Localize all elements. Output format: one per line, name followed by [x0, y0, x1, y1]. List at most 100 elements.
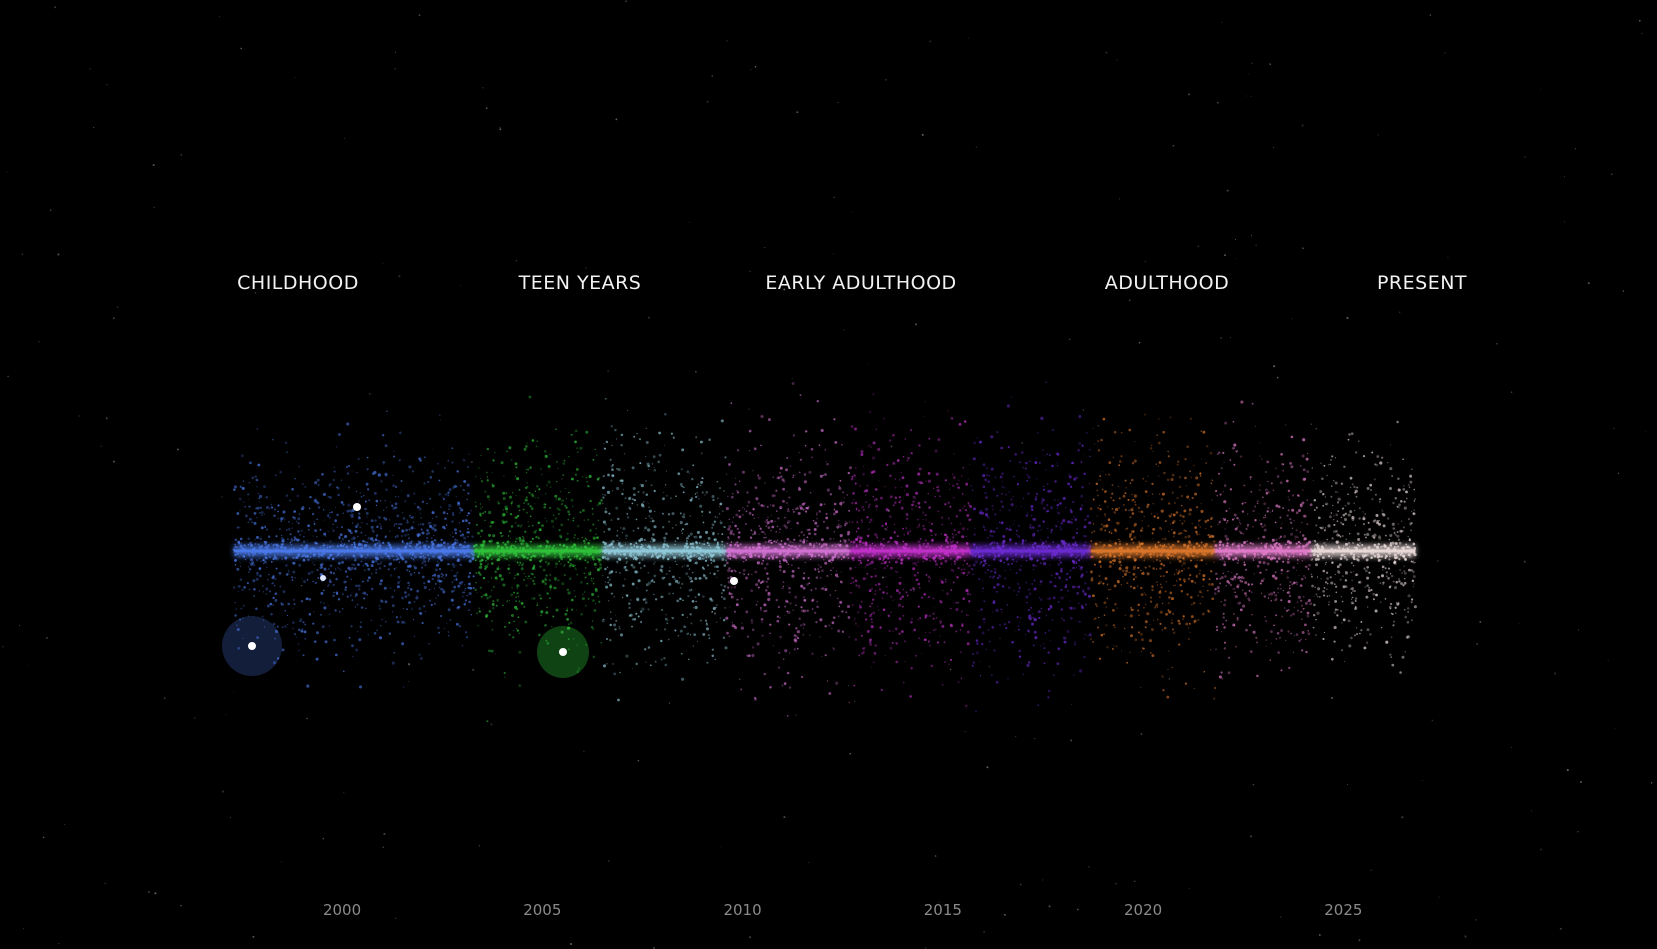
particle [1074, 518, 1078, 521]
particle [906, 594, 909, 597]
particle [875, 498, 878, 501]
particle [719, 502, 723, 506]
particle [1032, 644, 1035, 647]
particle [234, 563, 237, 566]
particle [476, 591, 478, 594]
particle [569, 563, 573, 566]
particle [993, 649, 996, 652]
particle [517, 595, 520, 598]
particle [1060, 596, 1064, 600]
particle [527, 577, 529, 579]
particle [482, 594, 485, 597]
particle [584, 537, 587, 540]
particle [590, 626, 594, 629]
particle [681, 583, 683, 585]
particle [566, 626, 571, 630]
particle [403, 542, 406, 545]
particle [1059, 561, 1062, 564]
particle [982, 525, 985, 529]
particle [267, 535, 271, 538]
particle [472, 575, 475, 578]
particle [458, 625, 462, 628]
particle [511, 491, 514, 494]
particle [1068, 576, 1072, 579]
particle [1040, 502, 1043, 505]
particle [1027, 616, 1030, 619]
star [1128, 509, 1130, 512]
particle [594, 588, 598, 591]
star [833, 196, 835, 198]
particle [236, 526, 240, 529]
particle [994, 513, 997, 516]
particle [625, 557, 628, 560]
particle [981, 642, 984, 646]
particle [925, 557, 928, 561]
particle [759, 527, 762, 530]
particle [370, 564, 374, 568]
particle [461, 644, 464, 647]
particle [549, 585, 553, 589]
particle [439, 414, 441, 416]
particle [707, 537, 711, 540]
star [750, 68, 752, 71]
particle [821, 569, 824, 573]
particle [409, 588, 412, 590]
particle [940, 562, 943, 565]
particle [929, 632, 931, 634]
particle [834, 573, 839, 577]
particle [748, 429, 752, 433]
star [949, 668, 952, 671]
particle [867, 528, 870, 531]
particle [580, 581, 583, 584]
particle [255, 478, 259, 482]
particle [899, 576, 902, 579]
particle [1037, 704, 1040, 707]
particle [625, 534, 628, 538]
particle [350, 515, 354, 518]
particle [299, 534, 301, 536]
particle [1007, 563, 1010, 566]
particle [1000, 608, 1002, 611]
particle [751, 513, 754, 516]
particle [588, 573, 590, 576]
particle [711, 527, 713, 529]
particle [509, 495, 512, 499]
particle [966, 528, 969, 530]
star [749, 270, 751, 273]
particle [472, 586, 475, 589]
particle [935, 472, 939, 476]
particle [596, 568, 600, 572]
particle [1056, 452, 1060, 456]
particle [459, 530, 462, 533]
particle [869, 444, 871, 447]
particle [1017, 625, 1020, 627]
particle [372, 561, 375, 563]
particle [535, 445, 538, 448]
particle [854, 482, 857, 485]
particle [515, 628, 518, 630]
particle [567, 518, 570, 521]
particle [1008, 509, 1011, 512]
particle [592, 599, 595, 602]
particle [697, 495, 699, 497]
star [1015, 736, 1017, 738]
particle [361, 522, 363, 524]
particle [1038, 616, 1041, 619]
particle [484, 511, 487, 513]
particle [873, 652, 877, 655]
particle [948, 663, 950, 666]
star [720, 846, 722, 848]
particle [937, 557, 940, 560]
particle [1077, 602, 1080, 605]
particle [243, 586, 246, 589]
particle [798, 471, 801, 474]
particle [799, 506, 803, 510]
particle [853, 474, 856, 477]
particle [819, 577, 822, 579]
particle [782, 585, 785, 588]
particle [533, 530, 537, 534]
particle [837, 519, 840, 522]
particle [397, 496, 400, 498]
particle [993, 600, 996, 603]
particle [950, 558, 952, 560]
